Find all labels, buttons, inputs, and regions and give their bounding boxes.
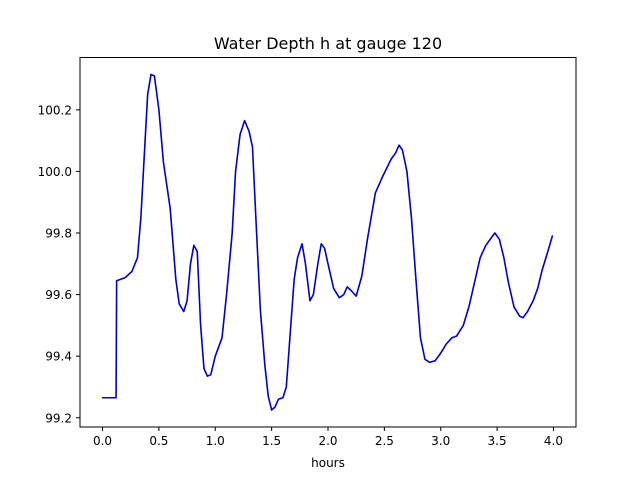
y-tick-label: 99.4 xyxy=(45,350,72,364)
chart-title: Water Depth h at gauge 120 xyxy=(214,34,442,53)
y-tick-label: 100.0 xyxy=(38,165,72,179)
plot-area xyxy=(101,73,554,411)
x-tick-label: 3.5 xyxy=(488,434,507,448)
x-tick-label: 4.0 xyxy=(544,434,563,448)
x-tick-label: 3.0 xyxy=(431,434,450,448)
x-tick-label: 0.5 xyxy=(149,434,168,448)
y-tick-label: 99.6 xyxy=(45,288,72,302)
y-tick-label: 100.2 xyxy=(38,103,72,117)
y-tick-label: 99.8 xyxy=(45,227,72,241)
y-axis: 99.2 99.4 99.6 99.8 100.0 100.2 xyxy=(38,103,80,425)
x-tick-label: 2.0 xyxy=(318,434,337,448)
y-tick-label: 99.2 xyxy=(45,411,72,425)
x-axis: 0.0 0.5 1.0 1.5 2.0 2.5 3.0 3.5 4.0 xyxy=(93,427,563,448)
x-tick-label: 1.5 xyxy=(262,434,281,448)
series-line-0 xyxy=(101,73,554,411)
x-tick-label: 1.0 xyxy=(206,434,225,448)
x-axis-label: hours xyxy=(311,456,345,470)
x-tick-label: 0.0 xyxy=(93,434,112,448)
x-tick-label: 2.5 xyxy=(375,434,394,448)
